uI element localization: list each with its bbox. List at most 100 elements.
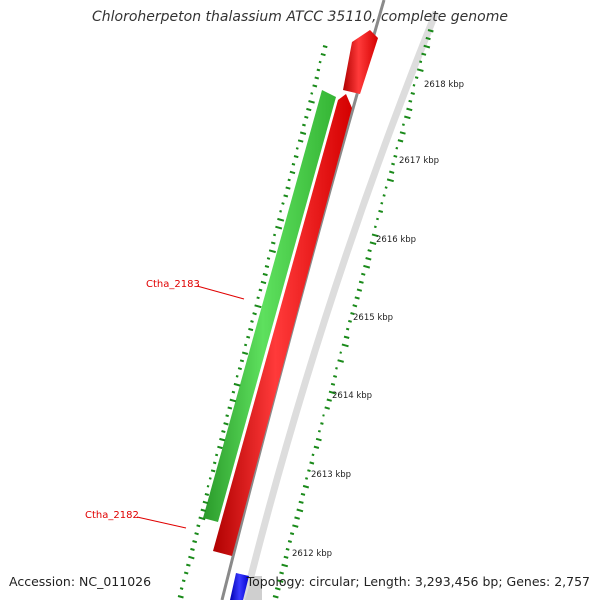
gc-mark bbox=[416, 68, 424, 72]
gc-mark bbox=[312, 84, 318, 88]
gc-mark bbox=[356, 288, 363, 292]
gc-mark bbox=[384, 186, 388, 189]
gc-mark bbox=[270, 241, 276, 245]
gc-mark bbox=[373, 225, 377, 229]
gc-mark bbox=[369, 241, 377, 245]
gc-mark bbox=[328, 390, 336, 395]
accession-text: Accession: NC_011026 bbox=[9, 574, 152, 589]
gc-mark bbox=[291, 162, 296, 166]
gc-mark bbox=[302, 484, 310, 489]
gc-mark bbox=[196, 524, 201, 528]
gc-mark bbox=[283, 555, 289, 559]
gc-mark bbox=[404, 115, 411, 120]
gc-mark bbox=[194, 532, 199, 536]
gc-mark bbox=[395, 146, 399, 150]
gc-mark bbox=[229, 398, 237, 403]
gc-mark bbox=[348, 319, 352, 323]
gc-mark bbox=[376, 217, 379, 221]
gc-mark bbox=[266, 257, 271, 260]
forward-gene-top bbox=[343, 30, 378, 94]
gc-mark bbox=[324, 406, 330, 410]
gc-mark bbox=[183, 571, 189, 575]
gc-mark bbox=[289, 170, 296, 175]
gc-mark bbox=[241, 351, 249, 355]
gc-mark bbox=[393, 154, 398, 158]
gc-mark bbox=[410, 91, 415, 95]
gc-mark bbox=[202, 500, 209, 505]
gc-mark bbox=[333, 374, 338, 378]
gc-mark bbox=[345, 327, 350, 331]
gc-mark bbox=[358, 280, 364, 284]
gc-mark bbox=[287, 540, 292, 543]
gc-mark bbox=[397, 139, 404, 143]
gc-mark bbox=[425, 36, 431, 41]
gc-mark bbox=[305, 477, 309, 480]
tick-label-2613: 2613 kbp bbox=[311, 470, 351, 480]
gc-mark bbox=[294, 516, 300, 520]
gc-mark bbox=[419, 60, 423, 64]
gc-mark bbox=[246, 335, 251, 339]
gc-mark bbox=[391, 162, 395, 166]
gc-mark bbox=[200, 508, 207, 512]
gc-mark bbox=[219, 437, 226, 442]
gc-mark bbox=[277, 579, 284, 583]
gc-mark bbox=[295, 147, 299, 150]
gc-mark bbox=[408, 99, 413, 103]
tick-label-2618: 2618 kbp bbox=[424, 80, 464, 90]
gc-mark bbox=[300, 492, 306, 496]
gene-label-ctha-2182[interactable]: Ctha_2182 bbox=[85, 510, 187, 529]
gc-mark bbox=[296, 508, 304, 513]
gene-label-ctha-2183[interactable]: Ctha_2183 bbox=[146, 279, 245, 300]
gc-mark bbox=[181, 579, 186, 583]
gc-mark bbox=[188, 555, 195, 560]
gc-mark bbox=[343, 335, 350, 339]
gc-mark bbox=[279, 210, 282, 213]
gc-mark bbox=[231, 390, 236, 394]
gc-mark bbox=[367, 249, 372, 253]
gc-mark bbox=[221, 430, 226, 434]
gc-mark bbox=[330, 382, 336, 386]
gc-mark bbox=[310, 92, 314, 95]
gc-content-track-left bbox=[177, 45, 328, 599]
gc-mark bbox=[210, 469, 216, 473]
gc-mark bbox=[382, 194, 386, 197]
gc-mark bbox=[297, 139, 304, 143]
gc-mark bbox=[302, 123, 306, 127]
gc-mark bbox=[386, 178, 394, 183]
gc-mark bbox=[363, 264, 371, 269]
gc-mark bbox=[192, 540, 198, 544]
rna-gene bbox=[230, 573, 249, 600]
tick-label-2616: 2616 kbp bbox=[376, 235, 416, 245]
gc-mark bbox=[313, 445, 320, 449]
gc-mark bbox=[225, 414, 229, 418]
gc-mark bbox=[306, 107, 312, 112]
gc-mark bbox=[186, 563, 191, 567]
forward-gene-ctha-2182 bbox=[213, 94, 352, 556]
gc-mark bbox=[322, 45, 328, 49]
gc-mark bbox=[320, 52, 326, 57]
tick-label-2615: 2615 kbp bbox=[353, 313, 393, 323]
gc-mark bbox=[322, 414, 325, 417]
gc-mark bbox=[320, 422, 324, 425]
gc-mark bbox=[233, 382, 241, 387]
gc-mark bbox=[215, 453, 219, 457]
gc-mark bbox=[371, 233, 379, 238]
gc-mark bbox=[406, 107, 413, 112]
gc-mark bbox=[309, 461, 315, 465]
gc-mark bbox=[427, 29, 434, 33]
gc-mark bbox=[304, 115, 309, 119]
gc-mark bbox=[177, 595, 184, 599]
gc-mark bbox=[252, 312, 257, 316]
gc-mark bbox=[311, 453, 315, 457]
forward-gene-bottom-gray bbox=[245, 576, 262, 600]
gc-mark bbox=[264, 265, 270, 269]
gc-mark bbox=[399, 131, 406, 135]
reverse-gene-ctha-2183 bbox=[203, 90, 336, 522]
gc-mark bbox=[414, 76, 419, 79]
gc-mark bbox=[354, 296, 360, 300]
genome-summary: Topology: circular; Length: 3,293,456 bp… bbox=[246, 574, 590, 589]
gc-mark bbox=[315, 437, 322, 442]
gc-mark bbox=[337, 359, 344, 363]
gc-mark bbox=[260, 280, 267, 285]
